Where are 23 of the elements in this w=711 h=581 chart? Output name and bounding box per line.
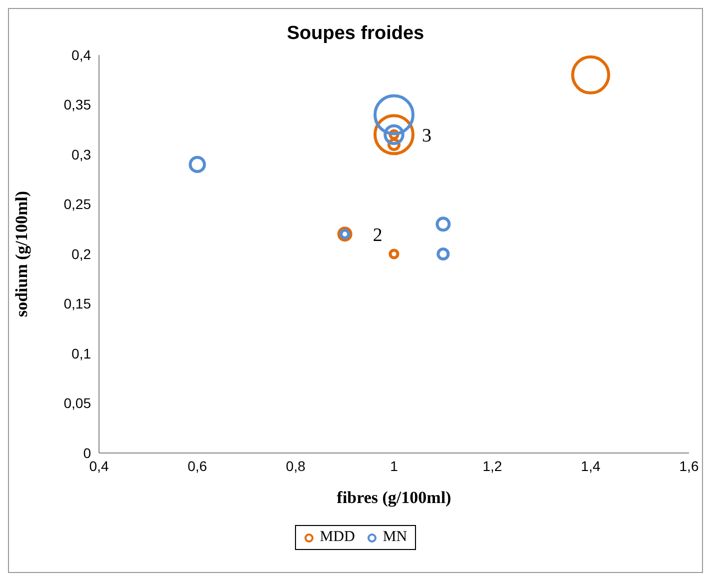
legend-label: MDD (318, 529, 355, 546)
y-axis-title: sodium (g/100ml) (12, 190, 32, 318)
y-tick-label: 0,05 (64, 395, 92, 412)
y-tick-label: 0,15 (64, 296, 92, 312)
annotation: 3 (422, 126, 432, 147)
chart-title: Soupes froides (286, 23, 426, 45)
x-tick-label: 1,6 (679, 458, 699, 474)
x-tick-label: 0,8 (286, 458, 306, 474)
x-tick-label: 1 (390, 458, 398, 474)
x-tick-label: 1,2 (482, 458, 502, 474)
annotation: 2 (372, 225, 382, 246)
y-tick-label: 0,2 (72, 246, 92, 262)
y-tick-label: 0,25 (64, 196, 92, 212)
legend-label: MN (382, 529, 408, 546)
y-tick-label: 0,3 (72, 146, 92, 162)
y-tick-label: 0,1 (72, 345, 92, 362)
x-tick-label: 1,4 (580, 458, 601, 474)
x-tick-label: 0,6 (188, 458, 208, 474)
y-tick-label: 0 (83, 444, 92, 461)
x-tick-label: 0,4 (89, 458, 109, 474)
y-tick-label: 0,4 (72, 46, 92, 63)
y-tick-label: 0,35 (64, 96, 92, 113)
x-axis-title: fibres (g/100ml) (336, 488, 452, 507)
